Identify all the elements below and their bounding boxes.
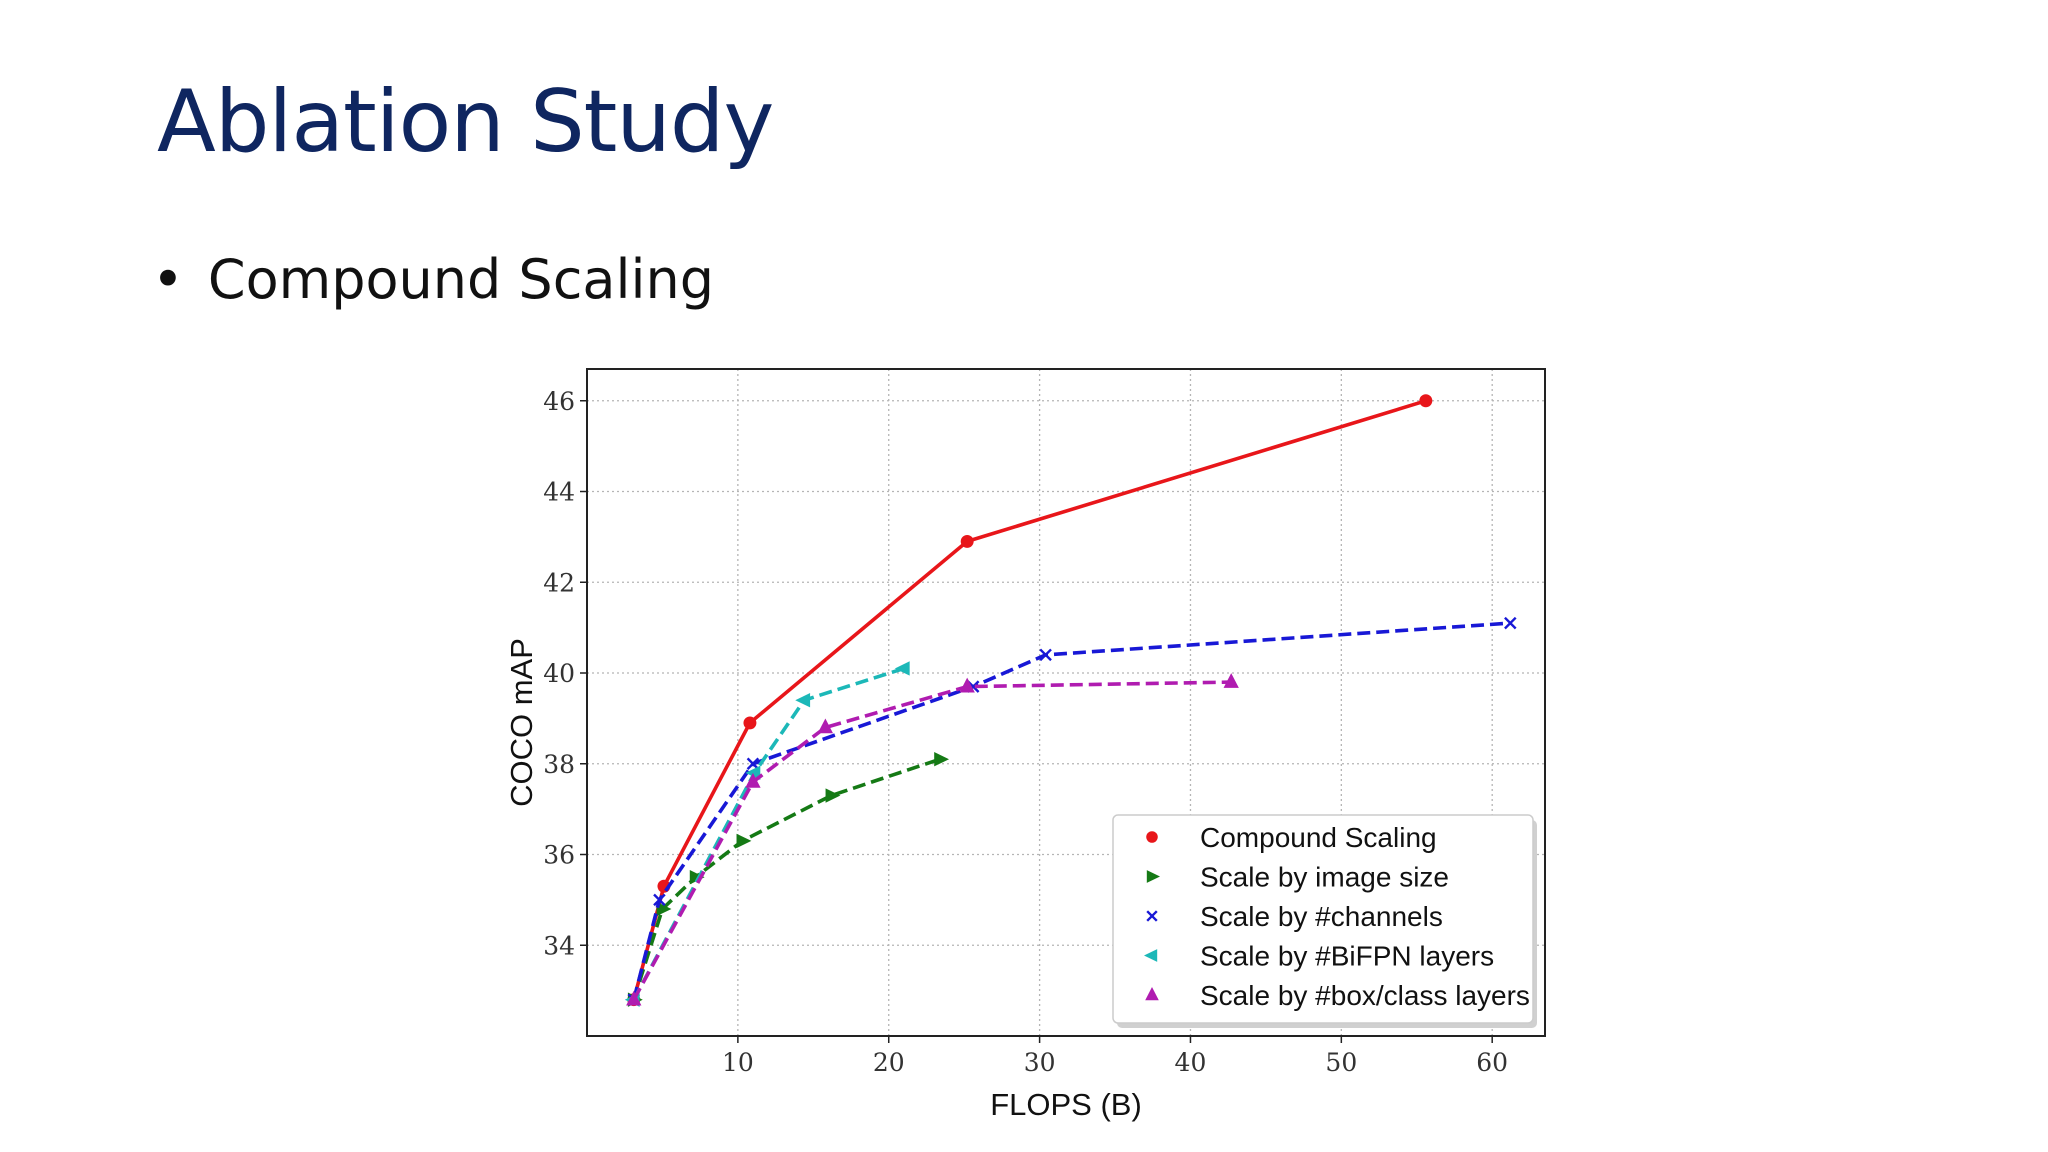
- data-point: [1146, 910, 1158, 922]
- series-layer: [624, 394, 1517, 1007]
- data-point: [653, 893, 666, 907]
- data-point: [656, 901, 672, 917]
- series-line: [632, 666, 905, 1001]
- legend-box: [1112, 814, 1534, 1024]
- y-tick-label: 42: [543, 568, 575, 597]
- bullet-dot: •: [152, 248, 184, 311]
- data-point: [736, 833, 752, 849]
- legend-label: Scale by #channels: [1200, 901, 1443, 932]
- data-point: [959, 677, 975, 693]
- x-tick-label: 30: [1024, 1048, 1056, 1077]
- data-point: [1146, 870, 1160, 883]
- data-point: [960, 534, 974, 548]
- legend-item: Scale by image size: [1146, 862, 1449, 893]
- data-point: [1419, 394, 1433, 408]
- x-stroke: [1504, 616, 1517, 630]
- y-tick-label: 34: [543, 931, 575, 960]
- data-point: [1146, 831, 1158, 843]
- plot-frame: [586, 368, 1546, 1037]
- series-4: [624, 661, 910, 1007]
- x-tick-label: 50: [1325, 1048, 1357, 1077]
- data-point: [626, 990, 642, 1006]
- legend-label: Scale by #BiFPN layers: [1200, 941, 1494, 972]
- data-point: [1223, 673, 1239, 688]
- x-axis-label: FLOPS (B): [990, 1087, 1142, 1122]
- data-point: [1145, 987, 1159, 1001]
- x-stroke: [746, 757, 760, 771]
- data-point: [817, 718, 834, 734]
- x-stroke: [653, 893, 666, 907]
- data-point: [894, 661, 910, 676]
- data-point: [934, 752, 950, 767]
- bullet-item: • Compound Scaling: [152, 248, 714, 311]
- data-point: [825, 788, 841, 803]
- data-point: [795, 693, 811, 708]
- series-line: [632, 621, 1511, 1001]
- legend-item: Scale by #channels: [1146, 901, 1443, 932]
- series-5: [626, 673, 1239, 1006]
- slide-title: Ablation Study: [157, 72, 774, 172]
- series-line: [632, 757, 941, 1001]
- y-tick-label: 36: [543, 841, 575, 870]
- legend-label: Compound Scaling: [1200, 822, 1437, 853]
- ticks-layer: 10 20 30 40 50 60 34 36 38 40 42 44 46: [543, 387, 1508, 1077]
- x-tick-label: 20: [873, 1048, 905, 1077]
- series-2: [627, 752, 950, 1007]
- x-tick-label: 60: [1476, 1048, 1508, 1077]
- bullet-text: Compound Scaling: [207, 248, 714, 311]
- y-tick-label: 40: [543, 659, 575, 688]
- y-axis-label: COCO mAP: [504, 638, 539, 807]
- y-tick-label: 46: [543, 387, 575, 416]
- x-tick-label: 10: [722, 1048, 754, 1077]
- data-point: [1144, 949, 1158, 962]
- data-point: [1039, 648, 1052, 662]
- x-stroke: [1146, 910, 1158, 922]
- legend: Compound Scaling Scale by image size Scale…: [1112, 814, 1537, 1028]
- data-point: [746, 757, 760, 771]
- data-point: [745, 772, 761, 788]
- legend-item: Compound Scaling: [1146, 822, 1437, 853]
- y-tick-label: 44: [543, 478, 575, 507]
- data-point: [745, 765, 761, 781]
- legend-item: Scale by #box/class layers: [1145, 980, 1530, 1011]
- x-tick-label: 40: [1175, 1048, 1207, 1077]
- x-stroke: [1039, 648, 1052, 662]
- data-point: [1504, 616, 1517, 630]
- y-tick-label: 38: [543, 750, 575, 779]
- legend-label: Scale by image size: [1200, 862, 1449, 893]
- series-line: [632, 680, 1232, 1001]
- legend-item: Scale by #BiFPN layers: [1144, 941, 1494, 972]
- data-point: [743, 716, 757, 730]
- legend-label: Scale by #box/class layers: [1200, 980, 1530, 1011]
